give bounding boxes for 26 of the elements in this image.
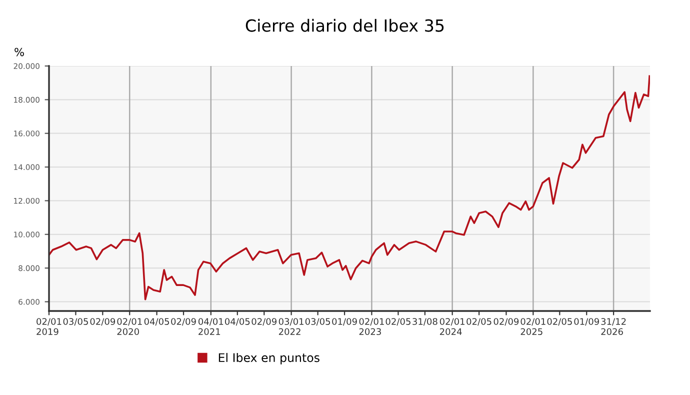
- x-tick-label: 31/12 2026: [601, 318, 626, 336]
- x-tick-label: 02/01 2025: [520, 318, 546, 336]
- legend-label: El Ibex en puntos: [218, 352, 320, 364]
- x-tick-label: 02/01 2020: [117, 318, 142, 336]
- x-tick-label: 02/05: [386, 318, 410, 326]
- x-tick-label: 02/05: [547, 318, 572, 326]
- line-series: [49, 75, 650, 300]
- x-tick-label: 03/05: [63, 318, 88, 326]
- x-tick-label: 02/09: [494, 318, 519, 326]
- x-tick-label: 02/09: [252, 318, 277, 326]
- x-tick-label: 02/01 2024: [440, 318, 464, 336]
- x-tick-label: 03/01 2022: [278, 318, 304, 336]
- x-tick-label: 03/05: [305, 318, 330, 326]
- x-tick-label: 02/05: [466, 318, 492, 326]
- y-axis-title: %: [14, 48, 24, 56]
- x-tick-label: 04/05: [224, 318, 250, 326]
- x-tick-label: 01/09: [574, 318, 599, 326]
- chart-title: Cierre diario del Ibex 35: [246, 18, 444, 32]
- x-tick-label: 04/01 2021: [198, 318, 224, 336]
- x-tick-label: 01/09: [332, 318, 357, 326]
- x-tick-label: 04/05: [144, 318, 170, 326]
- x-tick-label: 02/01 2019: [36, 318, 62, 336]
- x-tick-label: 02/09: [171, 318, 196, 326]
- x-tick-label: 02/09: [90, 318, 116, 326]
- x-tick-label: 02/01 2023: [359, 318, 384, 336]
- x-tick-label: 31/08: [412, 318, 438, 326]
